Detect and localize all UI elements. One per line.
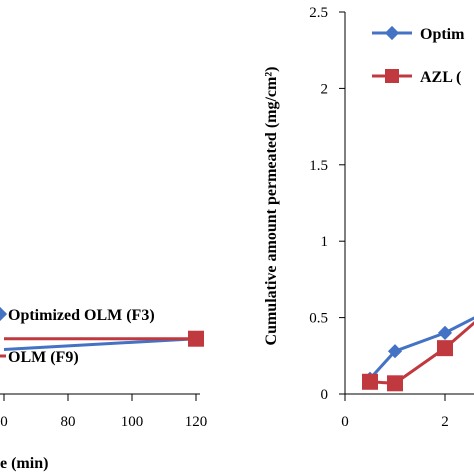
right-series-line-0	[368, 316, 474, 380]
right-y-ticks: 0 0.5 1 1.5 2 2.5	[309, 5, 345, 403]
left-series	[3, 330, 204, 352]
right-y-axis-label: Cumulative amount permeated (mg/cm²)	[263, 67, 280, 346]
legend-item-azl: AZL (	[372, 69, 461, 86]
right-series-point-1	[387, 375, 403, 392]
left-series-line-0	[3, 337, 197, 352]
legend-item-olm: OLM (F9)	[0, 349, 79, 366]
left-legend: Optimized OLM (F3) OLM (F9)	[0, 306, 155, 366]
left-chart: 0 80 100 120 e (min) Optimized OLM (F3) OLM…	[0, 306, 207, 472]
legend-item-optim: Optim	[372, 25, 465, 43]
right-series-point-1	[362, 373, 378, 390]
right-series	[362, 316, 474, 392]
left-x-tick-label: 0	[0, 414, 8, 430]
left-x-ticks: 0 80 100 120	[0, 394, 207, 430]
legend-label-azl: AZL (	[420, 69, 461, 86]
right-y-tick-label: 0	[321, 387, 329, 403]
legend-label-optimized-olm: Optimized OLM (F3)	[8, 307, 155, 324]
legend-item-optimized-olm: Optimized OLM (F3)	[0, 306, 155, 324]
left-x-tick-label: 120	[185, 414, 208, 430]
left-series-point-1	[188, 330, 204, 347]
left-x-tick-label: 80	[61, 414, 76, 430]
legend-label-optim: Optim	[420, 26, 465, 43]
right-y-tick-label: 0.5	[309, 311, 328, 327]
right-legend: Optim AZL (	[372, 25, 465, 86]
right-series-point-1	[437, 340, 453, 357]
right-series-line-1	[369, 321, 474, 385]
right-x-tick-label: 0	[341, 414, 349, 430]
legend-diamond-marker	[0, 306, 8, 322]
legend-square-marker-right	[385, 69, 399, 83]
right-y-tick-label: 1.5	[309, 158, 328, 174]
legend-diamond-marker-right	[384, 25, 400, 41]
left-x-axis-label: e (min)	[0, 455, 48, 472]
right-y-tick-label: 2.5	[309, 5, 328, 21]
right-series-point-0	[437, 325, 453, 340]
right-y-tick-label: 2	[321, 81, 329, 97]
right-y-tick-label: 1	[321, 234, 329, 250]
right-x-tick-label: 2	[441, 414, 449, 430]
legend-label-olm: OLM (F9)	[8, 349, 79, 366]
right-series-point-0	[387, 344, 403, 359]
left-x-tick-label: 100	[121, 414, 144, 430]
